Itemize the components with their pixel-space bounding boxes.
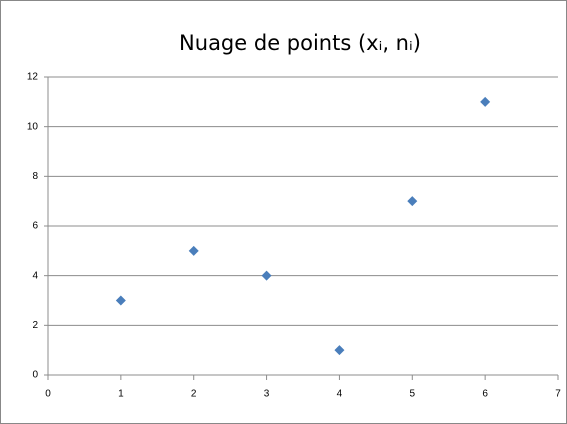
- point: [334, 345, 345, 356]
- y-tick-label: 6: [32, 221, 38, 232]
- point: [188, 245, 199, 256]
- point: [261, 270, 272, 281]
- x-tick-label: 2: [191, 389, 197, 400]
- y-tick-label: 4: [32, 270, 38, 281]
- chart-title: Nuage de points (xᵢ, nᵢ): [179, 31, 421, 55]
- y-tick-label: 0: [32, 370, 38, 381]
- y-tick-label: 2: [32, 320, 38, 331]
- x-tick-label: 7: [555, 389, 561, 400]
- x-tick-label: 1: [118, 389, 124, 400]
- x-tick-label: 6: [482, 389, 488, 400]
- x-tick-label: 0: [45, 389, 51, 400]
- y-tick-label: 12: [27, 72, 39, 83]
- x-tick-label: 4: [337, 389, 343, 400]
- point: [407, 196, 418, 207]
- y-tick-label: 8: [32, 171, 38, 182]
- point: [480, 96, 491, 107]
- x-tick-label: 3: [264, 389, 270, 400]
- x-tick-label: 5: [410, 389, 416, 400]
- point: [115, 295, 126, 306]
- y-tick-label: 10: [27, 121, 39, 132]
